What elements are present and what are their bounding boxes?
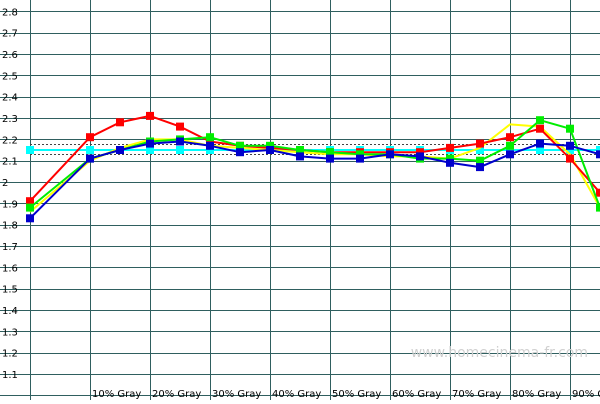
y-tick-label: 2.7 — [2, 29, 18, 40]
y-axis-tick-labels: 1.1 1.2 1.3 1.4 1.5 1.6 1.7 1.8 1.9 2 2.1 2.2 2.3 2.4… — [2, 7, 18, 381]
x-tick-label: 20% Gray — [152, 389, 201, 400]
y-tick-label: 1.4 — [2, 306, 18, 317]
data-point — [476, 163, 484, 172]
data-point — [86, 133, 94, 142]
y-tick-label: 1.3 — [2, 327, 18, 338]
y-tick-label: 1.1 — [2, 370, 18, 381]
data-point — [86, 146, 94, 154]
reference-lines — [30, 144, 600, 155]
data-point — [206, 141, 214, 150]
data-point — [476, 139, 484, 148]
data-point — [506, 133, 514, 142]
data-point — [596, 146, 600, 154]
data-point — [266, 146, 274, 154]
y-tick-label: 2.8 — [2, 7, 18, 18]
data-point — [26, 203, 34, 212]
data-point — [206, 133, 214, 142]
data-point — [446, 158, 454, 167]
data-point — [176, 146, 184, 154]
data-point — [86, 154, 94, 163]
data-point — [566, 124, 574, 133]
y-tick-label: 2.4 — [2, 93, 18, 104]
y-tick-label: 1.7 — [2, 242, 18, 253]
data-point — [536, 124, 544, 133]
data-point — [116, 146, 124, 154]
x-tick-label: 40% Gray — [272, 389, 321, 400]
data-point — [296, 152, 304, 161]
data-point — [326, 148, 334, 157]
data-point — [566, 146, 574, 154]
data-point — [416, 148, 424, 157]
x-tick-label: 70% Gray — [452, 389, 501, 400]
y-tick-label: 2.1 — [2, 157, 18, 168]
x-tick-label: 80% Gray — [512, 389, 561, 400]
data-point — [26, 197, 34, 206]
series-group — [26, 111, 600, 223]
data-point — [446, 154, 454, 163]
data-point — [566, 141, 574, 150]
data-point — [596, 203, 600, 212]
data-point — [266, 141, 274, 150]
y-tick-label: 1.5 — [2, 285, 18, 296]
data-point — [146, 111, 154, 120]
data-point — [356, 154, 364, 163]
data-point — [446, 143, 454, 152]
data-point — [296, 146, 304, 154]
data-point — [566, 154, 574, 163]
data-point — [326, 154, 334, 163]
data-point — [596, 150, 600, 159]
x-tick-label: 90% Gray — [572, 389, 600, 400]
data-point — [506, 141, 514, 150]
data-point — [536, 116, 544, 125]
data-point — [236, 141, 244, 150]
data-point — [476, 146, 484, 154]
y-tick-label: 2.2 — [2, 135, 18, 146]
y-tick-label: 1.2 — [2, 349, 18, 360]
data-point — [416, 152, 424, 161]
data-point — [206, 137, 214, 146]
y-tick-label: 1.9 — [2, 199, 18, 210]
y-tick-label: 2 — [2, 178, 8, 189]
data-point — [146, 139, 154, 148]
x-tick-label: 60% Gray — [392, 389, 441, 400]
x-axis-tick-labels: 10% Gray 20% Gray 30% Gray 40% Gray 50% Gray… — [92, 389, 600, 400]
data-point — [26, 146, 34, 154]
data-point — [536, 146, 544, 154]
x-tick-label: 10% Gray — [92, 389, 141, 400]
data-point — [26, 214, 34, 223]
y-tick-label: 1.6 — [2, 263, 18, 274]
data-point — [476, 156, 484, 165]
data-point — [386, 150, 394, 159]
data-point — [536, 139, 544, 148]
data-point — [116, 118, 124, 127]
data-point — [506, 150, 514, 159]
series-4 — [26, 137, 600, 223]
data-point — [206, 146, 214, 154]
x-tick-label: 30% Gray — [212, 389, 261, 400]
y-tick-label: 1.8 — [2, 221, 18, 232]
y-tick-label: 2.5 — [2, 71, 18, 82]
data-point — [596, 188, 600, 197]
data-point — [146, 146, 154, 154]
data-point — [506, 146, 514, 154]
watermark: www.homecinema-fr.com — [411, 345, 588, 361]
data-point — [176, 122, 184, 131]
data-point — [356, 150, 364, 159]
x-tick-label: 50% Gray — [332, 389, 381, 400]
data-point — [236, 148, 244, 157]
y-tick-label: 2.3 — [2, 114, 18, 125]
data-point — [176, 137, 184, 146]
y-tick-label: 2.6 — [2, 50, 18, 61]
